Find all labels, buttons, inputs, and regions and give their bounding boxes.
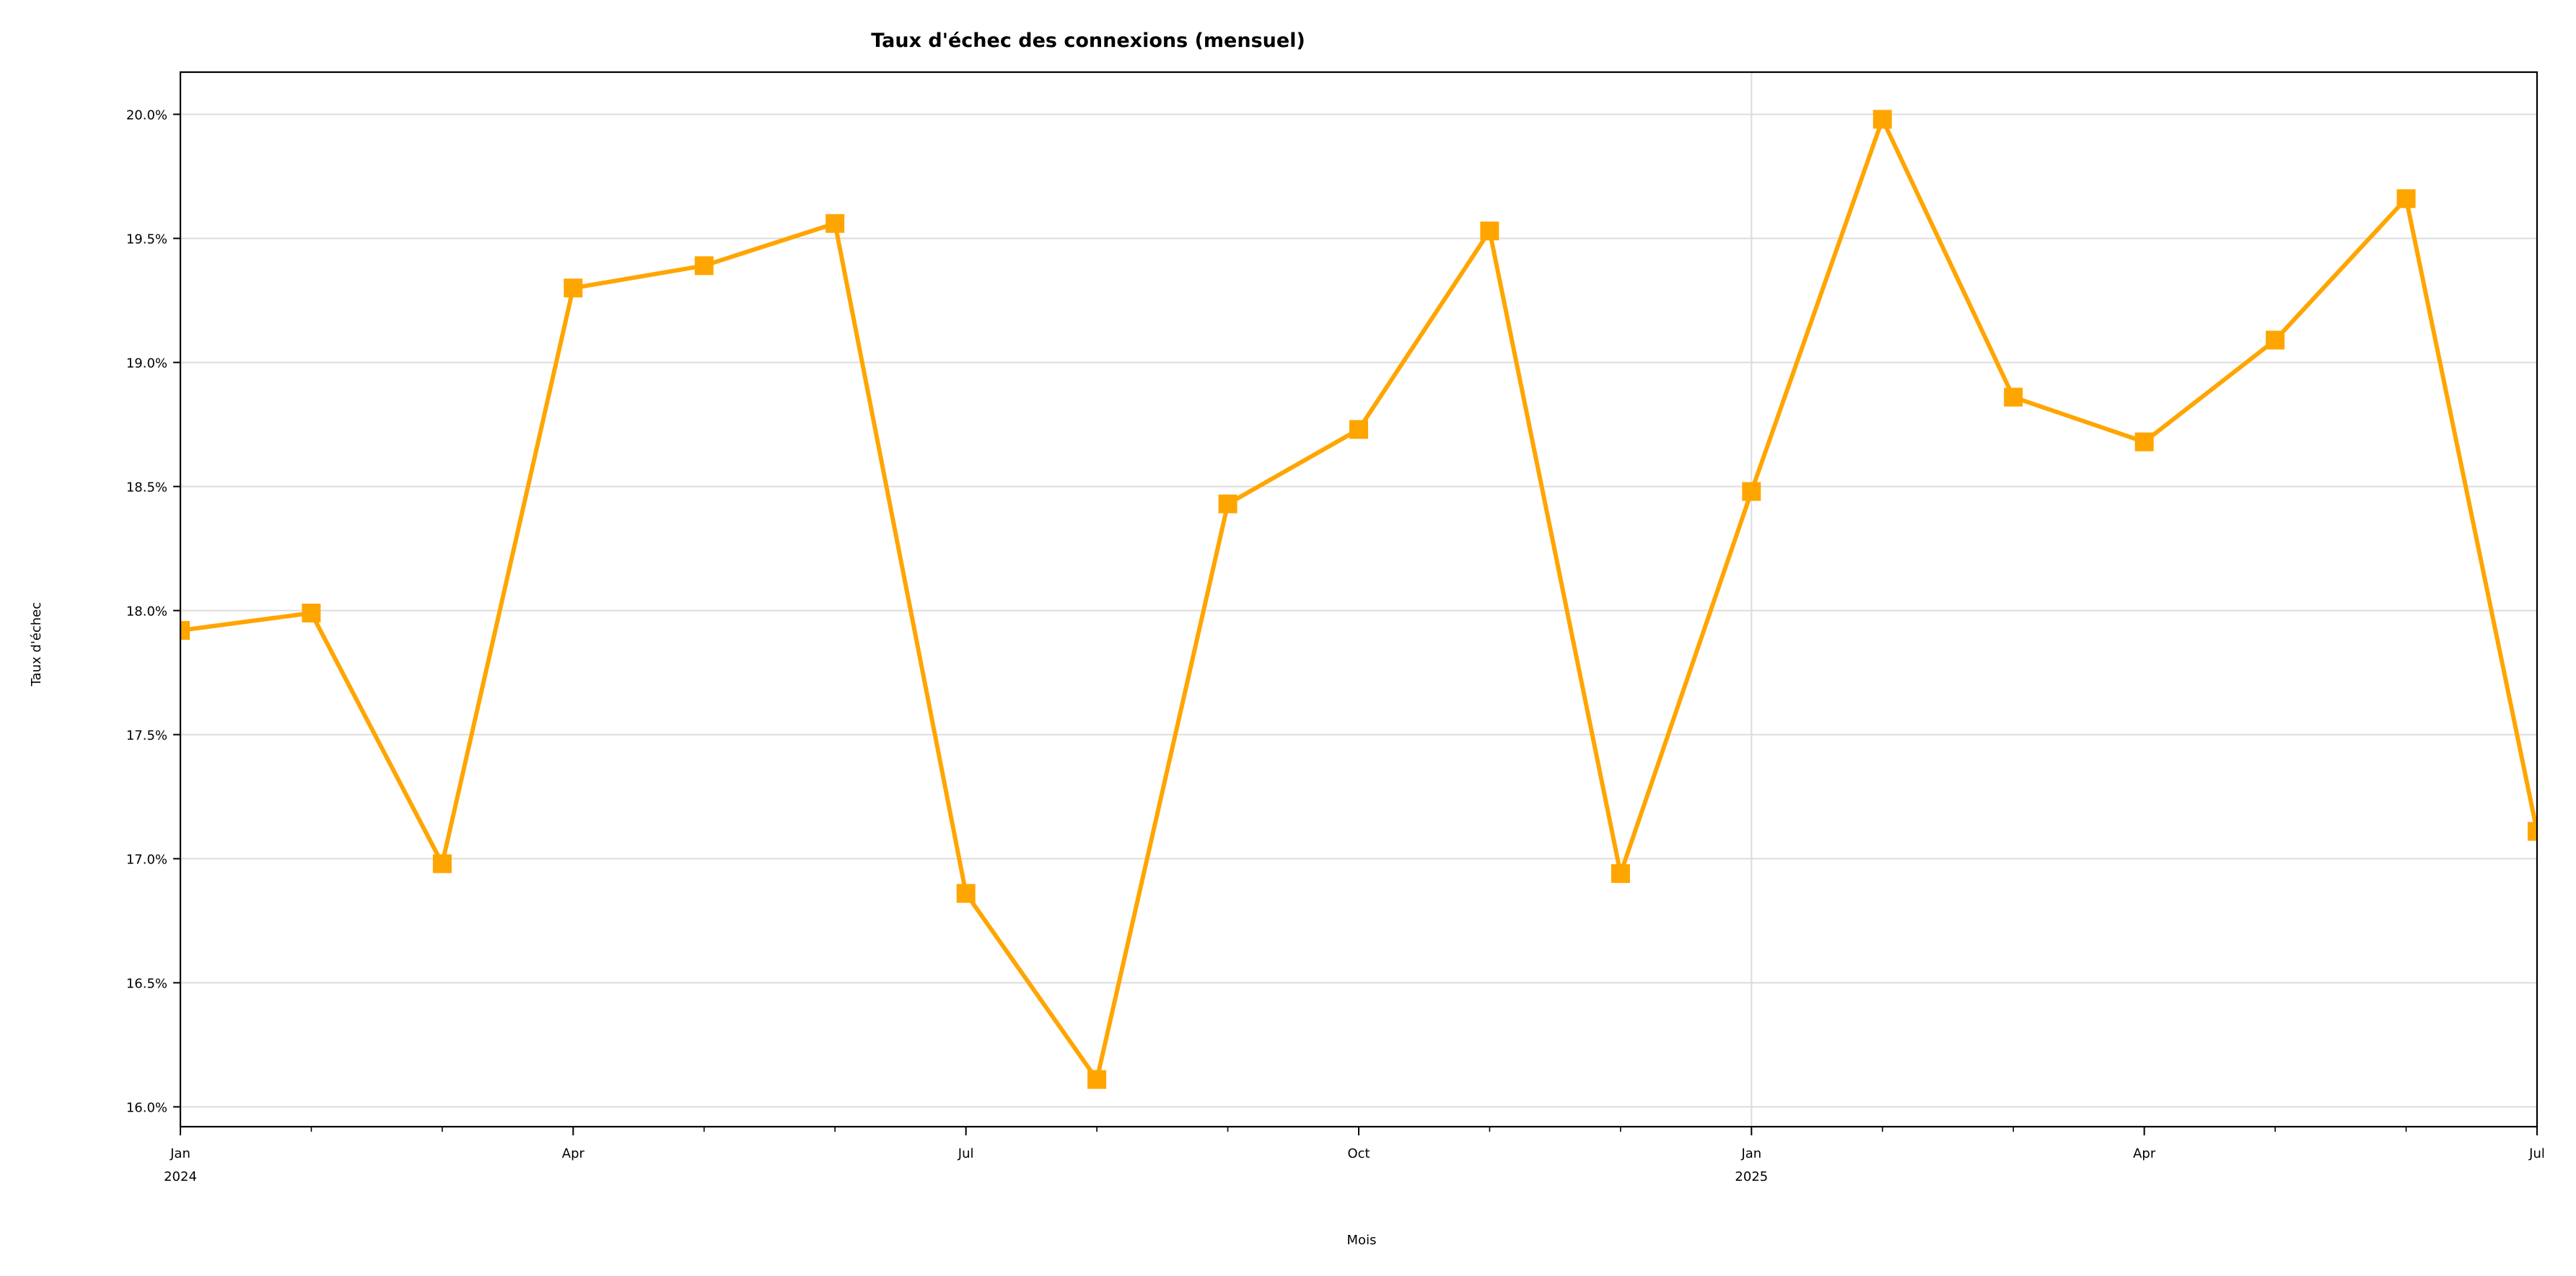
y-tick-label: 19.0% <box>126 356 167 371</box>
data-point <box>1480 221 1499 241</box>
data-point <box>2396 189 2416 208</box>
x-tick-year-label: 2025 <box>1735 1169 1768 1184</box>
data-point <box>180 621 190 640</box>
data-point <box>2004 387 2023 407</box>
y-tick-label: 17.5% <box>126 728 167 743</box>
data-point <box>1349 420 1368 439</box>
y-tick-label: 19.5% <box>126 232 167 247</box>
data-point <box>2528 822 2537 841</box>
grid-layer <box>180 72 2537 1127</box>
data-point <box>432 854 452 874</box>
x-tick-label: Jan <box>1740 1146 1761 1161</box>
x-tick-label: Jul <box>958 1146 974 1161</box>
x-axis: Jan 2024 Apr Jul Oct Jan 2025 Apr Jul <box>164 1127 2545 1184</box>
x-tick-year-label: 2024 <box>164 1169 197 1184</box>
y-tick-label: 16.5% <box>126 976 167 991</box>
data-point <box>1087 1070 1107 1089</box>
y-tick-label: 18.0% <box>126 604 167 619</box>
plot-frame <box>179 71 2538 1128</box>
series-clip-group <box>180 110 2537 1089</box>
x-tick-label: Apr <box>562 1146 585 1161</box>
data-point <box>1218 494 1237 514</box>
x-tick-label: Oct <box>1347 1146 1370 1161</box>
data-point <box>302 603 321 622</box>
data-point <box>2134 432 2154 452</box>
y-tick-label: 17.0% <box>126 852 167 867</box>
data-point <box>2266 330 2285 350</box>
data-point <box>694 256 714 276</box>
y-tick-label: 18.5% <box>126 480 167 495</box>
data-point <box>1872 110 1892 129</box>
x-axis-label: Mois <box>1347 1233 1377 1248</box>
y-tick-label: 20.0% <box>126 107 167 123</box>
x-tick-label: Apr <box>2133 1146 2156 1161</box>
series-layer <box>180 110 2537 1089</box>
y-axis-label: Taux d'échec <box>29 602 44 687</box>
data-point <box>1611 864 1630 884</box>
data-point <box>825 214 845 233</box>
data-point <box>956 884 976 903</box>
chart-title: Taux d'échec des connexions (mensuel) <box>871 30 1305 52</box>
x-tick-label: Jan <box>170 1146 190 1161</box>
data-point <box>564 278 583 298</box>
y-axis: 16.0% 16.5% 17.0% 17.5% 18.0% 18.5% 19.0% 19.5%… <box>126 107 180 1115</box>
data-point <box>1742 482 1761 501</box>
y-tick-label: 16.0% <box>126 1100 167 1115</box>
x-tick-label: Jul <box>2528 1146 2545 1161</box>
